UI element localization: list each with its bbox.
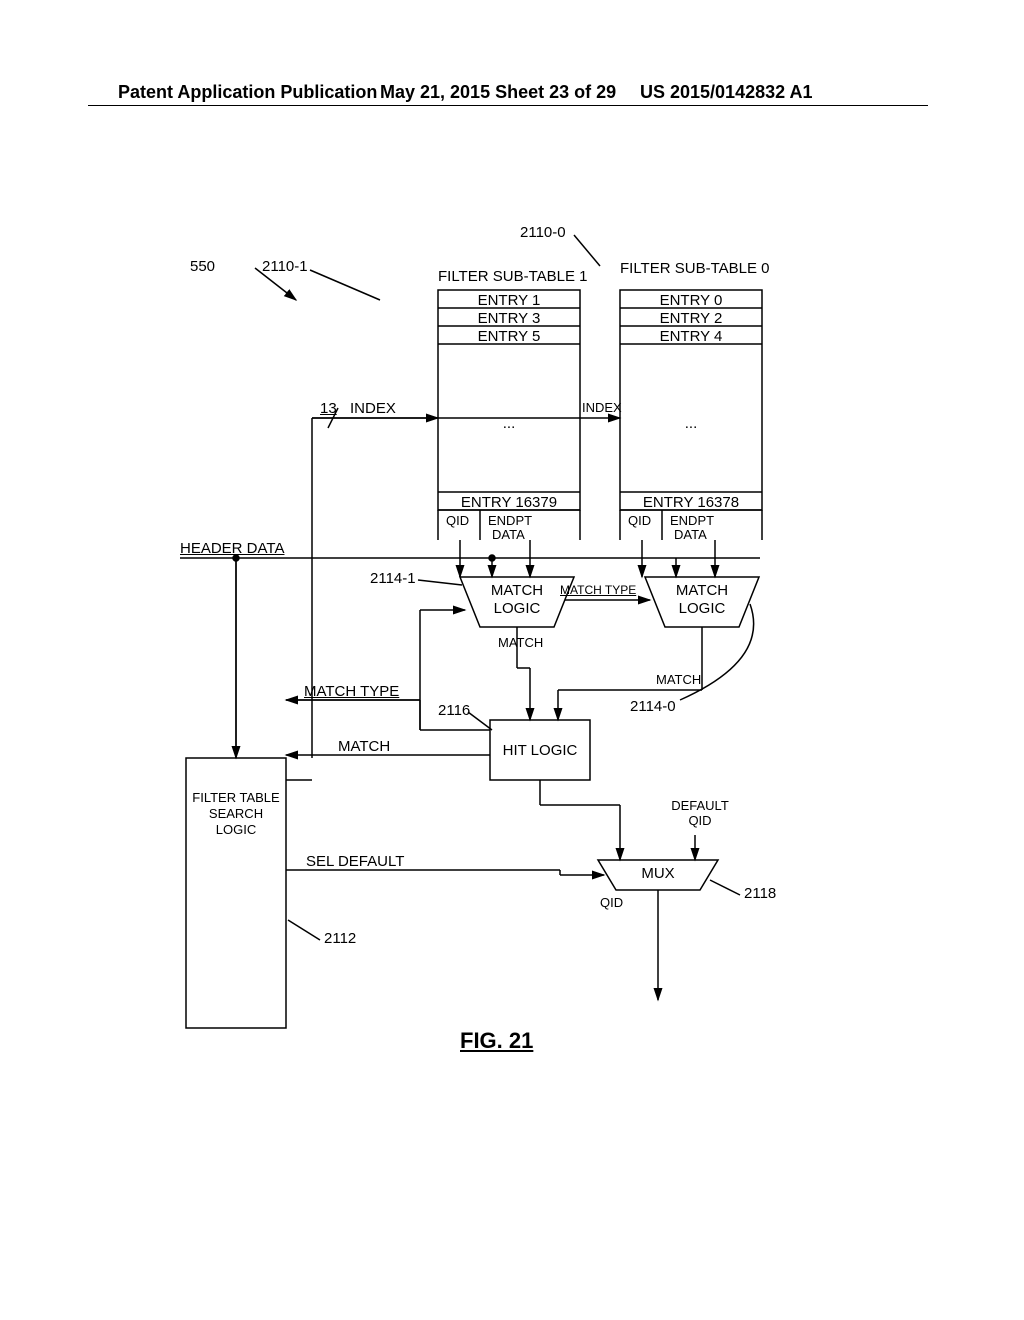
index-label-0: INDEX xyxy=(582,400,622,415)
ref-2116: 2116 xyxy=(438,702,470,719)
mux-label: MUX xyxy=(598,865,718,882)
t1-endpt: ENDPT xyxy=(488,513,532,528)
t0-eN: ENTRY 16378 xyxy=(620,494,762,511)
match-out-0: MATCH xyxy=(656,672,701,687)
t0-dots: ... xyxy=(620,415,762,432)
ref-550: 550 xyxy=(190,258,215,275)
figure-title: FIG. 21 xyxy=(460,1028,533,1054)
ref-2112: 2112 xyxy=(324,930,356,947)
ref-2110-0: 2110-0 xyxy=(520,224,566,241)
match-back: MATCH xyxy=(338,738,390,755)
t1-dots: ... xyxy=(438,415,580,432)
table0-title: FILTER SUB-TABLE 0 xyxy=(620,260,769,277)
ref-2114-1: 2114-1 xyxy=(370,570,416,587)
header-data-label: HEADER DATA xyxy=(180,540,284,557)
table1-title: FILTER SUB-TABLE 1 xyxy=(438,268,587,285)
t1-qid: QID xyxy=(446,513,469,528)
ftsl-line2: SEARCH xyxy=(186,806,286,821)
ftsl-line3: LOGIC xyxy=(186,822,286,837)
ref-2110-1: 2110-1 xyxy=(262,258,308,275)
ml0-line2: LOGIC xyxy=(645,600,759,617)
page: Patent Application Publication May 21, 2… xyxy=(0,0,1024,1320)
match-type-back: MATCH TYPE xyxy=(304,683,399,700)
t0-endpt: ENDPT xyxy=(670,513,714,528)
t1-eN: ENTRY 16379 xyxy=(438,494,580,511)
qid-out-label: QID xyxy=(600,895,623,910)
ref-idx13: 13 xyxy=(320,400,337,417)
t0-e1: ENTRY 0 xyxy=(620,292,762,309)
ftsl-line1: FILTER TABLE xyxy=(186,790,286,805)
t1-e2: ENTRY 3 xyxy=(438,310,580,327)
ml0-line1: MATCH xyxy=(645,582,759,599)
index-label-1: INDEX xyxy=(350,400,396,417)
ml1-line2: LOGIC xyxy=(460,600,574,617)
ml1-line1: MATCH xyxy=(460,582,574,599)
ref-2114-0: 2114-0 xyxy=(630,698,676,715)
t0-data: DATA xyxy=(674,527,707,542)
t0-qid: QID xyxy=(628,513,651,528)
t0-e3: ENTRY 4 xyxy=(620,328,762,345)
t1-data: DATA xyxy=(492,527,525,542)
diagram-svg xyxy=(0,0,1024,1320)
ref-2118: 2118 xyxy=(744,885,776,902)
sel-default-label: SEL DEFAULT xyxy=(306,853,404,870)
hit-logic-label: HIT LOGIC xyxy=(490,742,590,759)
match-out-1: MATCH xyxy=(498,635,543,650)
t1-e1: ENTRY 1 xyxy=(438,292,580,309)
default-qid-1: DEFAULT xyxy=(660,798,740,813)
t1-e3: ENTRY 5 xyxy=(438,328,580,345)
t0-e2: ENTRY 2 xyxy=(620,310,762,327)
default-qid-2: QID xyxy=(660,813,740,828)
